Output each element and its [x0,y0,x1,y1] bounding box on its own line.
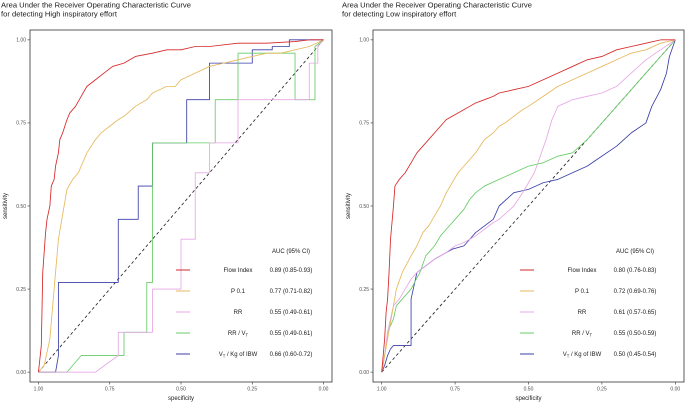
x-tick-label: 1.00 [377,387,387,393]
roc-curve-p-0-1 [381,39,676,373]
roc-panel-1: Area Under the Receiver Operating Charac… [1,1,333,402]
legend-auc-value: 0.89 (0.85-0.93) [270,268,313,274]
legend: AUC (95% CI) Flow Index 0.80 (0.76-0.83) P … [520,249,656,359]
legend-series-label: RR [234,310,243,316]
roc-panel-2: Area Under the Receiver Operating Charac… [342,1,685,402]
chart-title-line-1: Area Under the Receiver Operating Charac… [342,1,532,10]
legend: AUC (95% CI) Flow Index 0.89 (0.85-0.93) P … [176,249,312,359]
legend-auc-value: 0.72 (0.69-0.76) [614,289,657,295]
legend-auc-value: 0.77 (0.71-0.82) [270,289,313,295]
legend-auc-value: 0.66 (0.60-0.72) [270,352,313,358]
x-tick-label: 0.75 [450,387,460,393]
y-tick-label: 0.50 [359,204,369,210]
legend-series-label: RR / VT [572,331,593,338]
chart-title-line-2: for detecting Low inspiratory effort [342,10,457,19]
legend-series-label: P 0.1 [575,289,590,295]
x-tick-label: 0.75 [105,387,115,393]
y-tick-label: 0.25 [16,287,26,293]
chart-title-line-1: Area Under the Receiver Operating Charac… [1,1,191,10]
legend-series-label: Flow Index [223,268,252,274]
x-tick-label: 0.50 [176,387,186,393]
legend-series-label: RR / VT [228,331,249,338]
y-tick-label: 0.75 [16,121,26,127]
legend-title: AUC (95% CI) [616,249,654,255]
legend-series-label: VT / Kg of IBW [563,352,602,359]
y-tick-label: 0.00 [16,370,26,376]
roc-curve-flow-index [38,39,324,373]
roc-curve-v-t-kg-ibw [381,39,676,373]
x-tick-label: 0.25 [597,387,607,393]
legend-auc-value: 0.55 (0.49-0.61) [270,331,313,337]
y-tick-label: 1.00 [359,38,369,44]
legend-series-label: P 0.1 [231,289,246,295]
x-tick-label: 0.00 [319,387,329,393]
legend-series-label: VT / Kg of IBW [219,352,258,359]
legend-auc-value: 0.61 (0.57-0.65) [614,310,657,316]
y-tick-label: 1.00 [16,38,26,44]
legend-auc-value: 0.55 (0.50-0.59) [614,331,657,337]
x-axis-label: specificity [515,396,541,402]
x-axis-label: specificity [168,396,194,402]
y-tick-label: 0.75 [359,121,369,127]
roc-curve-rr-v-t [381,39,676,373]
y-tick-label: 0.50 [16,204,26,210]
chart-title-line-2: for detecting High inspiratory effort [1,10,118,19]
y-axis-label: sensitivity [346,193,352,219]
roc-curve-rr [38,39,324,373]
y-tick-label: 0.25 [359,287,369,293]
y-axis-label: sensitivity [3,193,9,219]
x-tick-label: 0.00 [670,387,680,393]
roc-curve-flow-index [381,39,676,373]
reference-diagonal-line [38,39,324,373]
legend-auc-value: 0.55 (0.49-0.61) [270,310,313,316]
legend-auc-value: 0.80 (0.76-0.83) [614,268,657,274]
y-tick-label: 0.00 [359,370,369,376]
legend-title: AUC (95% CI) [272,249,310,255]
legend-series-label: RR [578,310,587,316]
roc-curve-rr [381,39,676,373]
legend-auc-value: 0.50 (0.45-0.54) [614,352,657,358]
roc-curve-p-0-1 [38,39,324,373]
x-tick-label: 1.00 [34,387,44,393]
x-tick-label: 0.50 [524,387,534,393]
x-tick-label: 0.25 [247,387,257,393]
legend-series-label: Flow Index [567,268,596,274]
